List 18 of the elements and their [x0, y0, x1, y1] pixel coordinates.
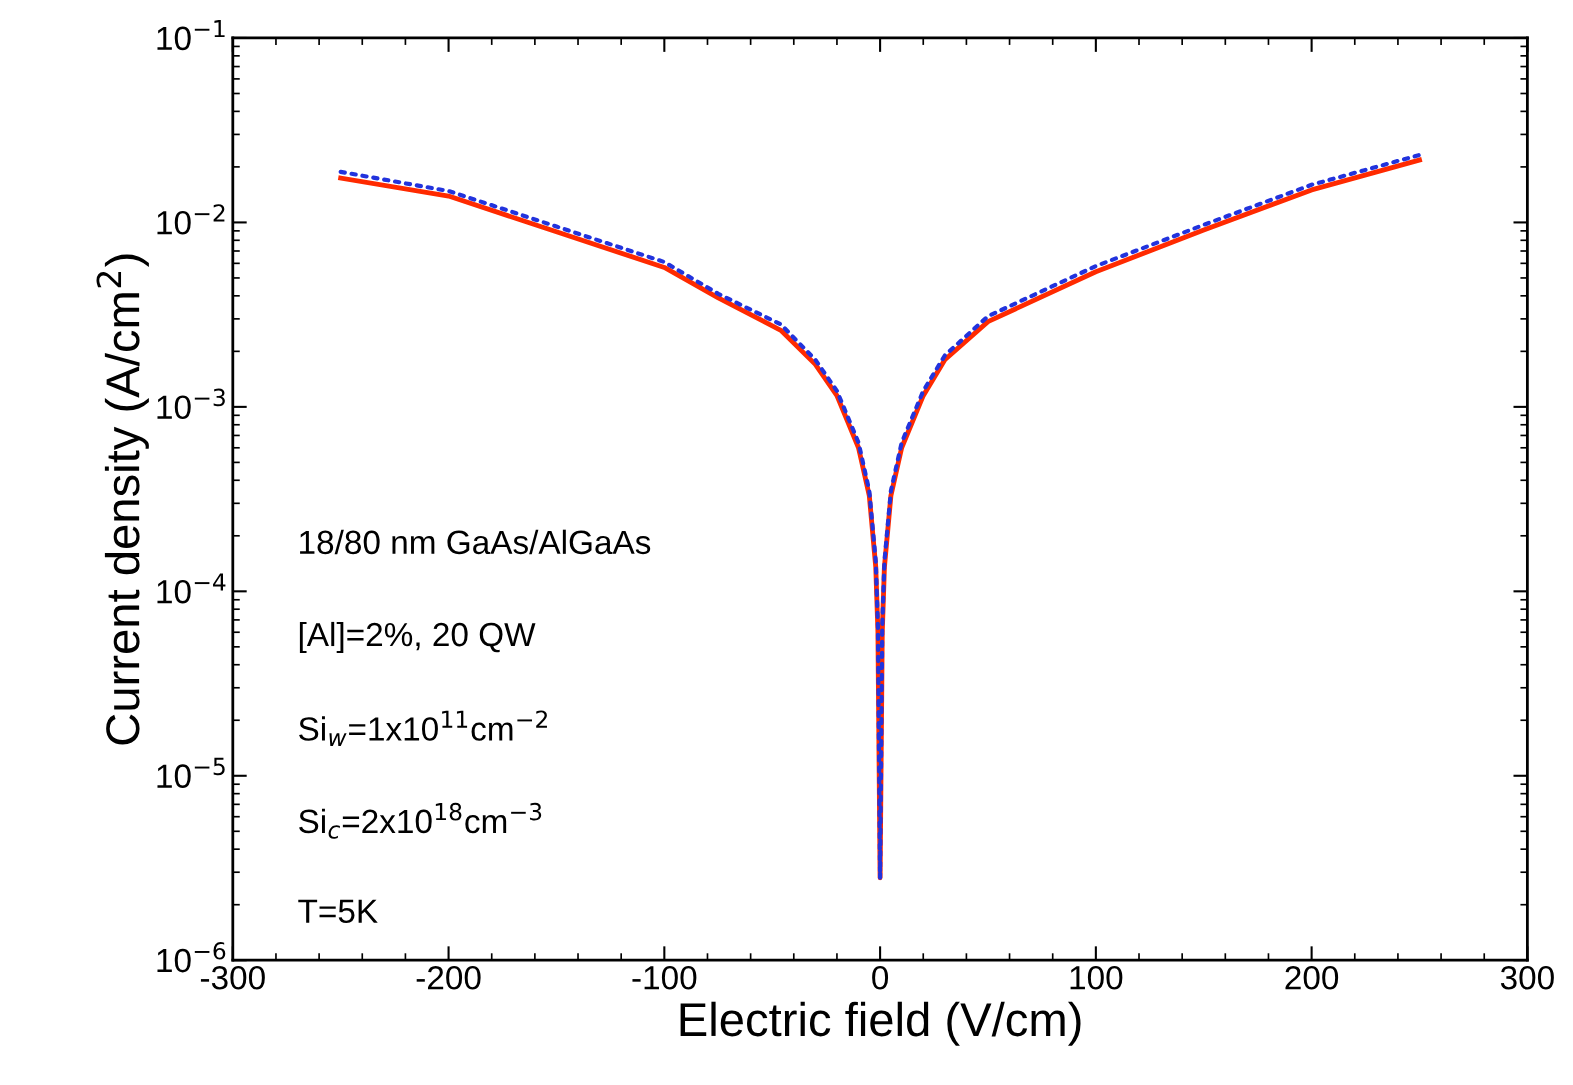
y-tick-label: 10$^{−1}$ [157, 20, 225, 51]
annotation: T=5K [298, 899, 378, 924]
annotation: Si$_{c}$=2x10$^{18}$cm$^{−3}$ [299, 802, 542, 839]
y-tick-label: 10$^{−2}$ [157, 204, 225, 235]
x-axis-title: Electric field (V/cm) [680, 1001, 1081, 1046]
y-tick-label: 10$^{−4}$ [157, 573, 226, 604]
x-tick-label: 300 [1500, 965, 1554, 990]
annotation: Si$_{w}$=1x10$^{11}$cm$^{−2}$ [299, 710, 547, 746]
y-axis-title: Current density (A/cm$^{2}$) [96, 254, 149, 745]
x-tick-label: -100 [632, 965, 697, 990]
x-tick-label: -200 [416, 965, 481, 990]
y-tick-label: 10$^{−5}$ [157, 757, 225, 788]
x-tick-label: 200 [1285, 965, 1339, 990]
y-tick-label: 10$^{−3}$ [157, 388, 225, 420]
annotation: 18/80 nm GaAs/AlGaAs [300, 529, 651, 555]
x-tick-label: 100 [1070, 965, 1123, 990]
x-tick-label: 0 [872, 965, 889, 990]
annotation: [Al]=2%, 20 QW [299, 621, 536, 653]
